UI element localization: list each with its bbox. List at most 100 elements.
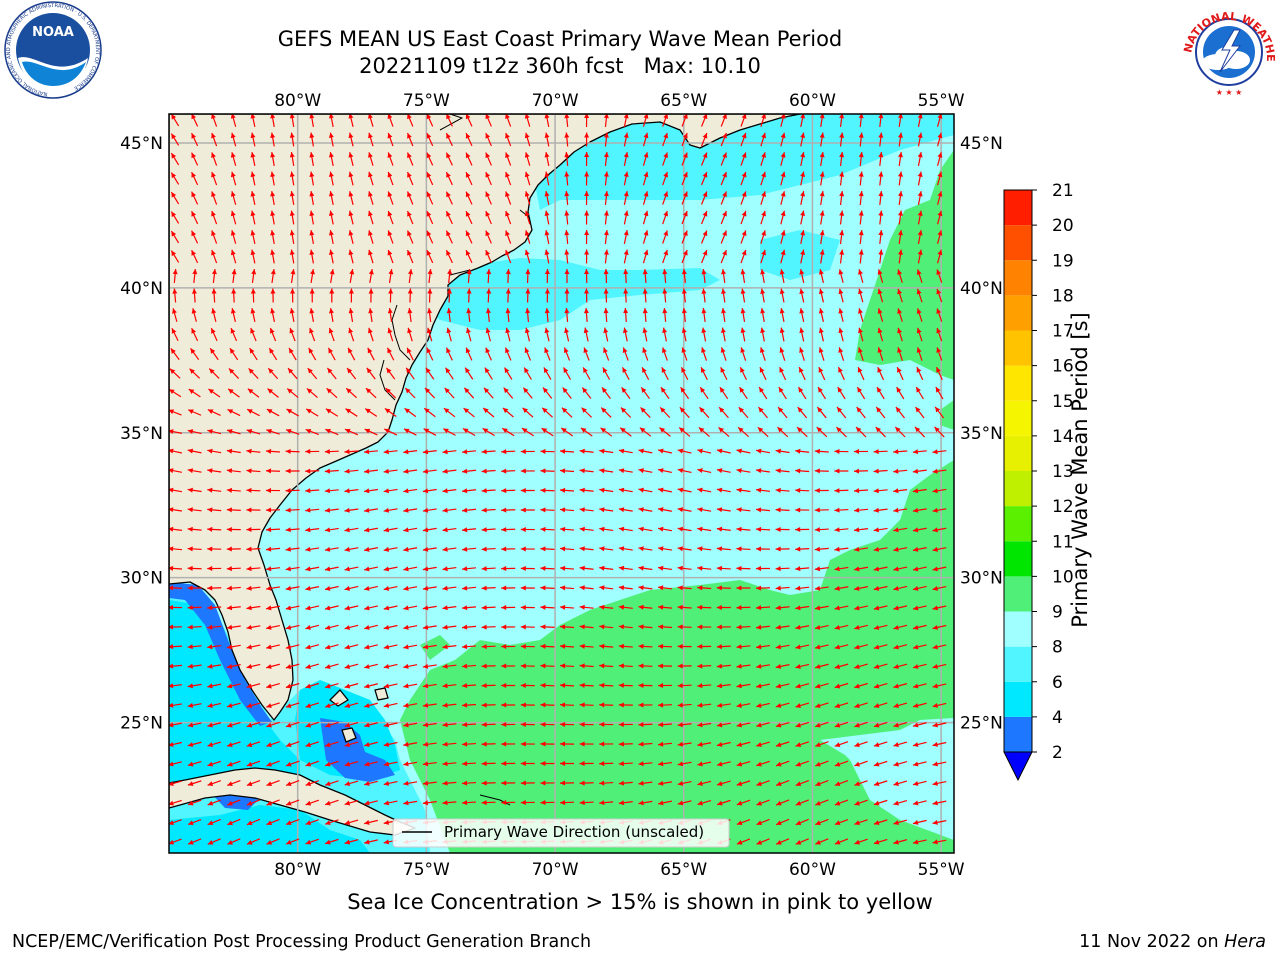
- wave-arrow-head: [663, 249, 669, 256]
- wave-arrow-head: [446, 191, 451, 198]
- colorbar-bin: [1004, 716, 1032, 752]
- wave-arrow-head: [839, 249, 845, 255]
- wave-arrow-head: [584, 230, 590, 236]
- wave-arrow-head: [544, 269, 550, 275]
- wave-arrow-head: [324, 546, 331, 552]
- wave-arrow-head: [270, 191, 276, 197]
- wave-arrow-head: [775, 507, 781, 513]
- wave-arrow-head: [345, 408, 352, 414]
- wave-arrow-head: [819, 230, 825, 236]
- wave-arrow-head: [932, 468, 938, 474]
- wave-arrow-head: [564, 230, 570, 236]
- wave-arrow-head: [893, 664, 899, 669]
- wave-arrow-head: [795, 800, 802, 806]
- colorbar-tick-label: 21: [1052, 181, 1074, 201]
- wave-arrow-head: [736, 663, 742, 669]
- wave-arrow-head: [266, 742, 272, 748]
- wave-arrow-head: [187, 565, 193, 571]
- wave-arrow-head: [775, 703, 782, 708]
- wave-arrow-head: [736, 781, 743, 786]
- wave-arrow-head: [249, 348, 255, 354]
- wave-arrow-head: [800, 132, 806, 139]
- wave-arrow-head: [485, 172, 491, 178]
- wave-arrow-head: [462, 468, 468, 474]
- wave-arrow-head: [932, 644, 938, 650]
- wave-arrow-head: [211, 191, 216, 197]
- wave-arrow-head: [658, 487, 664, 493]
- wave-arrow-head: [799, 269, 805, 275]
- wave-arrow-head: [446, 308, 452, 314]
- wave-arrow-head: [368, 132, 373, 139]
- wave-arrow-head: [328, 132, 334, 139]
- wave-arrow-head: [683, 230, 688, 237]
- wave-arrow-head: [659, 427, 666, 433]
- wave-arrow-head: [325, 408, 332, 414]
- wave-arrow-head: [603, 230, 609, 236]
- wave-arrow-head: [486, 269, 492, 275]
- wave-arrow-head: [603, 171, 609, 177]
- wave-arrow-head: [779, 367, 785, 373]
- wave-arrow-head: [502, 407, 509, 414]
- wave-arrow-head: [798, 387, 804, 393]
- wave-arrow-head: [544, 230, 550, 236]
- colorbar-tick-label: 20: [1052, 216, 1074, 236]
- wave-arrow-head: [230, 132, 236, 139]
- wave-arrow-head: [286, 409, 293, 414]
- wave-arrow-head: [424, 387, 431, 394]
- wave-arrow-head: [465, 250, 471, 256]
- wave-arrow-head: [722, 132, 727, 139]
- wave-arrow-head: [268, 368, 274, 374]
- colorbar-bin: [1004, 365, 1032, 401]
- wave-arrow-head: [505, 114, 510, 119]
- wave-arrow-head: [560, 741, 566, 747]
- wave-arrow-head: [935, 386, 941, 393]
- wave-arrow-head: [720, 367, 726, 373]
- wave-arrow-head: [442, 780, 448, 786]
- wave-arrow-head: [543, 367, 549, 374]
- wave-arrow-head: [564, 191, 570, 197]
- wave-arrow-head: [663, 114, 669, 119]
- wave-arrow-head: [795, 664, 801, 669]
- wave-arrow-head: [466, 269, 472, 275]
- wave-arrow-head: [422, 488, 429, 494]
- wave-arrow-head: [722, 171, 727, 178]
- wave-arrow-head: [756, 742, 762, 747]
- wave-arrow-head: [481, 449, 487, 455]
- wave-arrow-head: [383, 468, 389, 474]
- wave-arrow-head: [623, 269, 629, 275]
- wave-arrow-head: [560, 643, 566, 649]
- wave-arrow-head: [309, 230, 315, 236]
- wave-arrow-head: [403, 468, 409, 474]
- wave-arrow-head: [169, 507, 174, 513]
- wave-arrow-head: [364, 664, 370, 669]
- wave-arrow-head: [599, 624, 605, 630]
- wave-arrow-head: [893, 800, 899, 806]
- wave-arrow-head: [876, 387, 882, 393]
- wave-arrow-head: [912, 546, 919, 552]
- nws-logo: NATIONAL WEATHER SERVICE ★ ★ ★: [1178, 0, 1277, 98]
- wave-arrow-head: [425, 367, 431, 374]
- wave-arrow-head: [623, 288, 629, 294]
- wave-arrow-head: [895, 426, 901, 433]
- wave-arrow-head: [481, 546, 487, 552]
- wave-arrow-head: [364, 644, 370, 650]
- wave-arrow-head: [658, 585, 664, 591]
- wave-arrow-head: [756, 683, 762, 689]
- wave-arrow-head: [171, 114, 177, 120]
- wave-arrow-head: [521, 428, 528, 434]
- wave-arrow-head: [937, 249, 943, 256]
- wave-arrow-head: [501, 644, 507, 650]
- wave-arrow-head: [873, 527, 880, 533]
- wave-arrow-head: [873, 761, 880, 767]
- wave-arrow-head: [643, 230, 649, 236]
- wave-arrow-head: [505, 327, 511, 334]
- wave-arrow-head: [226, 487, 233, 493]
- wave-arrow-head: [638, 780, 644, 786]
- wave-arrow-head: [520, 663, 526, 669]
- wave-arrow-head: [246, 429, 253, 434]
- wave-arrow-head: [386, 367, 392, 374]
- wave-arrow-head: [364, 625, 370, 630]
- wave-arrow-head: [227, 429, 233, 434]
- wave-arrow-head: [722, 210, 727, 217]
- wave-arrow-head: [169, 468, 174, 474]
